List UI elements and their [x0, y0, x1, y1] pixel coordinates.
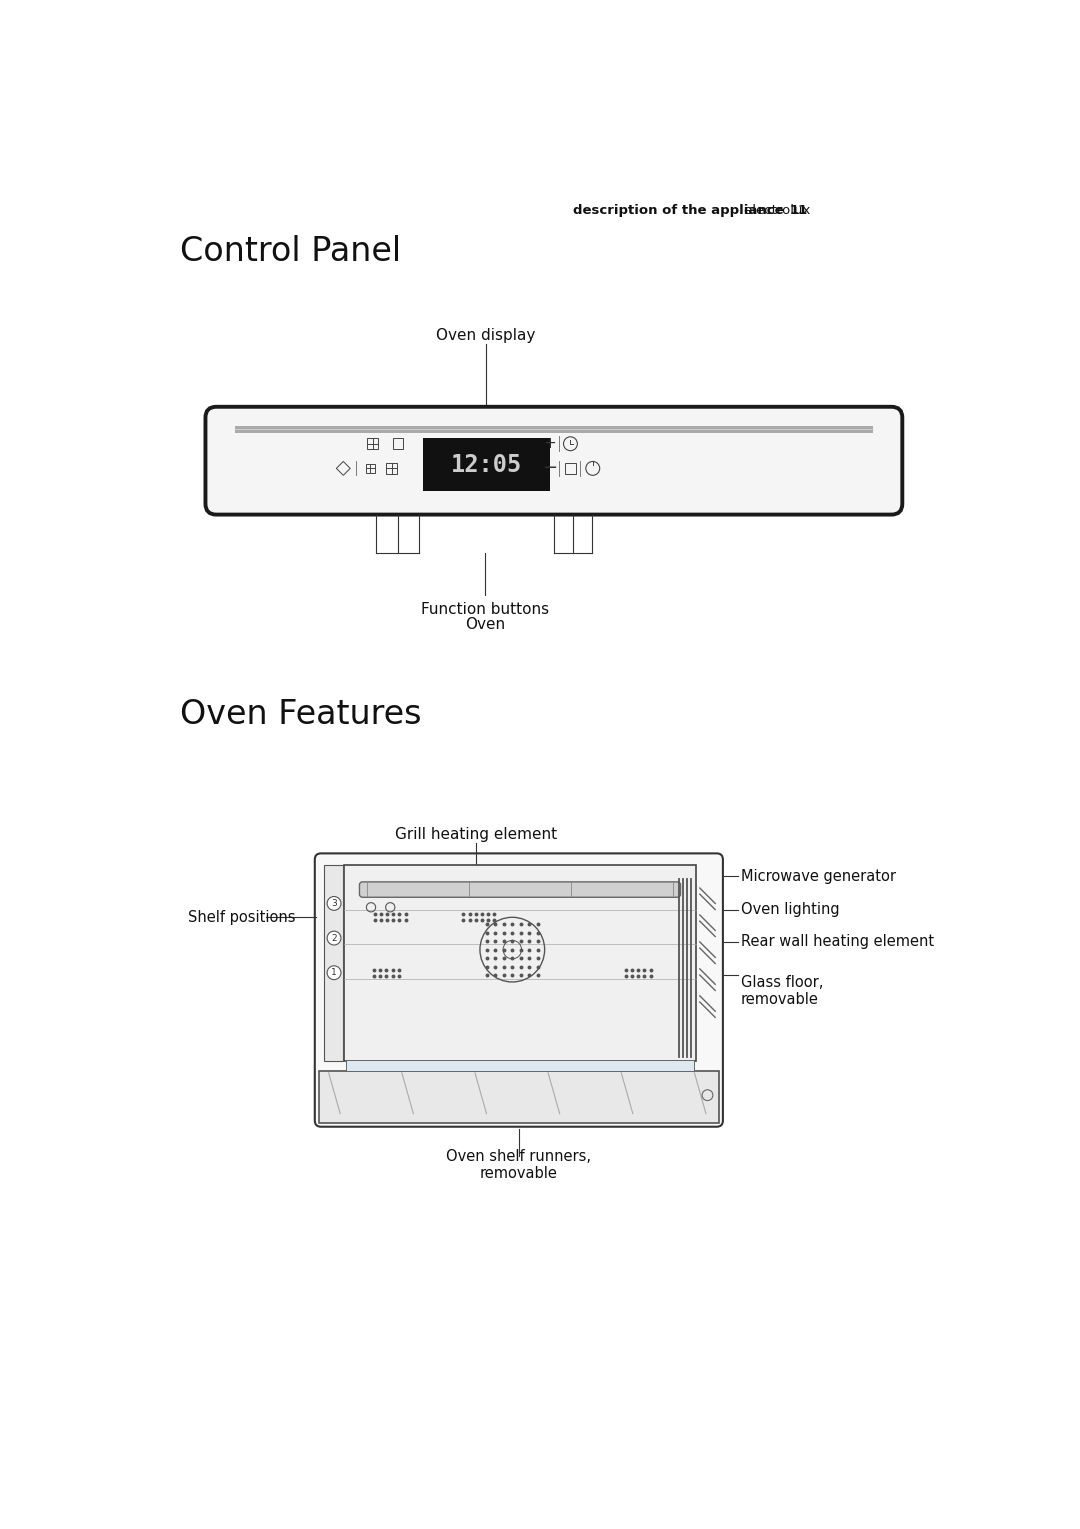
Text: Oven: Oven — [465, 618, 505, 631]
Text: Rear wall heating element: Rear wall heating element — [741, 934, 934, 950]
Text: Shelf positions: Shelf positions — [188, 910, 295, 925]
Text: Oven lighting: Oven lighting — [741, 902, 839, 917]
Text: 2: 2 — [332, 934, 337, 942]
Text: 11: 11 — [789, 203, 808, 217]
Bar — [422, 437, 550, 491]
Text: Microwave generator: Microwave generator — [741, 868, 895, 884]
Circle shape — [327, 966, 341, 980]
Circle shape — [327, 931, 341, 945]
Text: Function buttons: Function buttons — [421, 602, 550, 616]
Text: Glass floor,
removable: Glass floor, removable — [741, 976, 823, 1008]
Text: 12:05: 12:05 — [450, 453, 522, 477]
Bar — [392, 439, 403, 450]
Bar — [387, 463, 397, 474]
Text: −: − — [542, 459, 557, 477]
Text: Control Panel: Control Panel — [180, 235, 401, 268]
Text: +: + — [543, 436, 556, 451]
Text: description of the appliance: description of the appliance — [572, 203, 788, 217]
Text: Grill heating element: Grill heating element — [395, 827, 557, 841]
Bar — [345, 865, 696, 1061]
Bar — [366, 463, 375, 472]
FancyBboxPatch shape — [314, 853, 723, 1127]
Bar — [319, 1070, 719, 1122]
Text: electrolux: electrolux — [744, 203, 814, 217]
Bar — [324, 865, 343, 1061]
Text: Oven Features: Oven Features — [180, 699, 421, 731]
Bar — [234, 427, 873, 433]
Bar — [565, 463, 576, 474]
Text: 3: 3 — [332, 899, 337, 908]
Bar — [346, 1060, 694, 1072]
Bar — [367, 439, 378, 450]
FancyBboxPatch shape — [360, 882, 680, 898]
Circle shape — [327, 896, 341, 910]
Text: Oven display: Oven display — [436, 329, 536, 344]
Text: Oven shelf runners,
removable: Oven shelf runners, removable — [446, 1148, 592, 1182]
Text: 1: 1 — [332, 968, 337, 977]
FancyBboxPatch shape — [205, 407, 902, 515]
